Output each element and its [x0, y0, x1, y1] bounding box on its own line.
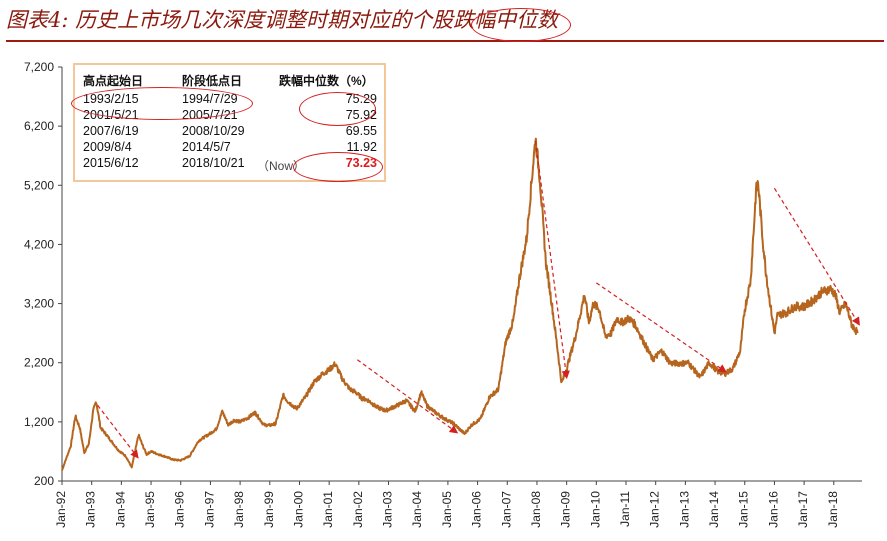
table-row-low: 2018/10/21 — [182, 156, 245, 170]
table-header-low: 阶段低点日 — [182, 74, 243, 88]
table-header-start: 高点起始日 — [83, 74, 144, 88]
x-tick-label: Jan-05 — [440, 491, 454, 528]
table-header-median: 跌幅中位数（%） — [279, 74, 374, 88]
table-row-start: 2007/6/19 — [83, 124, 139, 138]
x-tick-label: Jan-98 — [232, 491, 246, 528]
y-tick-label: 1,200 — [24, 415, 54, 429]
x-tick-label: Jan-96 — [173, 491, 187, 528]
x-tick-label: Jan-92 — [54, 491, 68, 528]
x-tick-label: Jan-95 — [143, 491, 157, 528]
x-tick-label: Jan-93 — [84, 491, 98, 528]
x-tick-label: Jan-01 — [321, 491, 335, 528]
highlight-ellipse — [71, 87, 253, 120]
drawdown-arrow — [97, 404, 139, 459]
y-tick-label: 7,200 — [24, 60, 54, 74]
x-tick-label: Jan-06 — [470, 491, 484, 528]
x-tick-label: Jan-12 — [648, 491, 662, 528]
x-tick-label: Jan-94 — [113, 491, 127, 528]
y-tick-label: 2,200 — [24, 356, 54, 370]
title-highlight-ellipse — [471, 8, 571, 42]
x-tick-label: Jan-15 — [737, 491, 751, 528]
x-tick-label: Jan-16 — [766, 491, 780, 528]
table-row-start: 2009/8/4 — [83, 140, 132, 154]
x-tick-label: Jan-00 — [291, 491, 305, 528]
table-row-value: 11.92 — [346, 140, 377, 154]
drawdown-arrow — [595, 282, 727, 373]
y-tick-label: 5,200 — [24, 178, 54, 192]
x-tick-label: Jan-07 — [499, 491, 513, 528]
chart-title: 图表4: 历史上市场几次深度调整时期对应的个股跌幅中位数 — [6, 8, 559, 32]
x-tick-label: Jan-14 — [707, 491, 721, 528]
x-tick-label: Jan-09 — [559, 491, 573, 528]
x-tick-label: Jan-10 — [588, 491, 602, 528]
x-tick-label: Jan-99 — [262, 491, 276, 528]
highlight-ellipse — [293, 152, 383, 182]
title-divider — [6, 40, 884, 42]
table-row-low: 2014/5/7 — [182, 140, 231, 154]
drawdown-arrow — [357, 359, 459, 434]
x-tick-label: Jan-97 — [202, 491, 216, 528]
table-row-start: 2015/6/12 — [83, 156, 139, 170]
drawdown-arrow — [773, 187, 860, 326]
x-tick-label: Jan-11 — [618, 491, 632, 527]
y-tick-label: 6,200 — [24, 119, 54, 133]
y-tick-label: 3,200 — [24, 297, 54, 311]
y-tick-label: 4,200 — [24, 237, 54, 251]
x-tick-label: Jan-18 — [826, 491, 840, 528]
y-tick-label: 200 — [34, 474, 54, 488]
x-tick-label: Jan-04 — [410, 491, 424, 528]
x-tick-label: Jan-03 — [381, 491, 395, 528]
drawdown-arrow — [534, 140, 570, 380]
table-row-value: 69.55 — [345, 124, 377, 138]
series-line — [61, 137, 859, 471]
x-tick-label: Jan-08 — [529, 491, 543, 528]
x-tick-label: Jan-17 — [796, 491, 810, 528]
table-row-low: 2008/10/29 — [182, 124, 245, 138]
x-tick-label: Jan-13 — [677, 491, 691, 528]
highlight-ellipse — [299, 92, 376, 126]
x-tick-label: Jan-02 — [351, 491, 365, 528]
